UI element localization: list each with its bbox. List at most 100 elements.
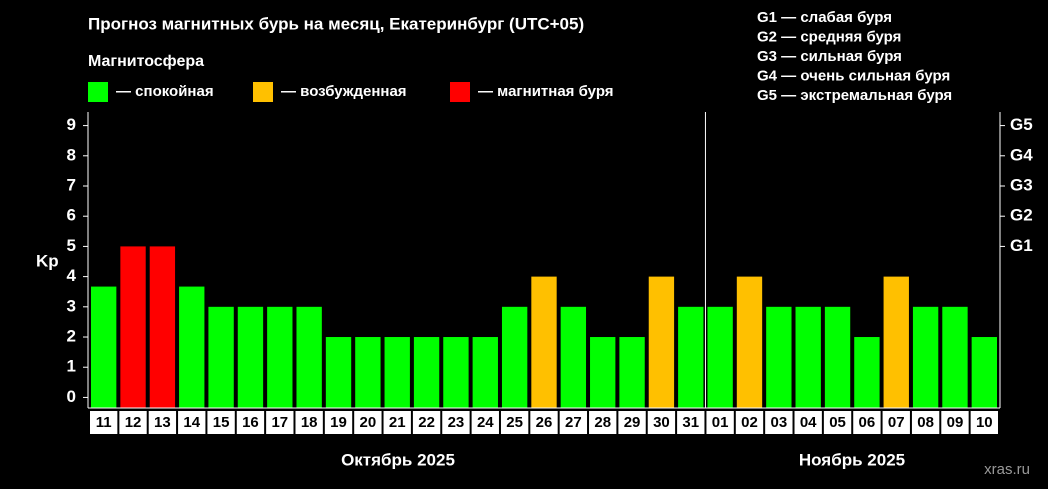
legend-title: Магнитосфера (88, 53, 204, 70)
y-tick-label: 8 (67, 145, 76, 164)
bar (883, 276, 909, 408)
x-tick-label: 24 (477, 414, 494, 431)
x-tick-box (589, 411, 617, 434)
x-tick-label: 14 (183, 414, 200, 431)
x-tick-label: 25 (506, 414, 523, 431)
legend-swatch (88, 82, 108, 102)
storm-scale-text: G3 — сильная буря (757, 48, 902, 65)
bar (472, 337, 498, 408)
bar (648, 276, 675, 408)
bar (766, 306, 792, 408)
bar (854, 337, 880, 408)
bar (560, 306, 587, 408)
legend-label: — спокойная (116, 83, 214, 100)
x-tick-box (823, 411, 852, 434)
bar (678, 306, 704, 408)
y2-tick-label: G3 (1010, 175, 1033, 194)
bar (267, 306, 293, 408)
y-tick-label: 4 (67, 266, 77, 285)
bar (325, 337, 352, 408)
bar (237, 306, 264, 408)
x-tick-label: 13 (154, 414, 171, 431)
y-tick-label: 6 (67, 206, 76, 225)
x-tick-label: 29 (624, 414, 641, 431)
month-label: Ноябрь 2025 (799, 450, 905, 469)
x-tick-label: 11 (96, 414, 112, 431)
bar (736, 276, 763, 408)
bar (91, 286, 117, 408)
x-tick-box (383, 411, 411, 434)
x-tick-box (559, 411, 588, 434)
x-tick-label: 07 (888, 414, 905, 431)
x-tick-label: 03 (770, 414, 787, 431)
storm-scale-text: G2 — средняя буря (757, 28, 901, 45)
x-tick-label: 08 (917, 414, 934, 431)
x-tick-label: 17 (271, 414, 288, 431)
x-tick-box (677, 411, 705, 434)
x-tick-box (530, 411, 558, 434)
bar (120, 246, 146, 408)
month-label: Октябрь 2025 (341, 450, 455, 469)
x-tick-label: 15 (213, 414, 230, 431)
x-tick-label: 27 (565, 414, 582, 431)
storm-scale-text: G1 — слабая буря (757, 9, 892, 26)
x-tick-box (266, 411, 294, 434)
y-tick-label: 0 (67, 387, 76, 406)
y-tick-label: 5 (67, 236, 76, 255)
x-tick-label: 22 (418, 414, 435, 431)
bar (208, 306, 234, 408)
x-tick-label: 10 (976, 414, 993, 431)
x-tick-label: 30 (653, 414, 670, 431)
x-tick-box (442, 411, 470, 434)
storm-scale-text: G4 — очень сильная буря (757, 67, 950, 84)
x-tick-box (853, 411, 881, 434)
x-tick-box (119, 411, 147, 434)
bar (501, 306, 528, 408)
x-tick-label: 12 (125, 414, 142, 431)
bar (824, 306, 851, 408)
x-tick-box (500, 411, 529, 434)
y2-tick-label: G5 (1010, 115, 1033, 134)
y2-tick-label: G2 (1010, 206, 1033, 225)
x-tick-label: 05 (829, 414, 846, 431)
legend-label: — возбужденная (281, 83, 407, 100)
x-tick-box (412, 411, 441, 434)
watermark: xras.ru (984, 461, 1030, 478)
bar (590, 337, 616, 408)
bar (531, 276, 557, 408)
storm-scale-text: G5 — экстремальная буря (757, 87, 952, 104)
x-tick-box (970, 411, 998, 434)
bar (413, 337, 440, 408)
x-tick-label: 04 (800, 414, 817, 431)
x-tick-label: 26 (536, 414, 553, 431)
bar (971, 337, 997, 408)
x-tick-label: 18 (301, 414, 318, 431)
bar (296, 306, 322, 408)
y-tick-label: 2 (67, 327, 76, 346)
legend-swatch (253, 82, 273, 102)
legend-swatch (450, 82, 470, 102)
x-tick-box (794, 411, 822, 434)
x-tick-box (90, 411, 118, 434)
bar (355, 337, 381, 408)
bar (384, 337, 410, 408)
x-tick-box (647, 411, 676, 434)
x-tick-label: 23 (448, 414, 465, 431)
x-tick-label: 02 (741, 414, 758, 431)
y2-tick-label: G4 (1010, 145, 1033, 164)
x-tick-label: 31 (682, 414, 699, 431)
x-tick-label: 01 (712, 414, 729, 431)
bar (912, 306, 939, 408)
bar (149, 246, 176, 408)
bar (443, 337, 469, 408)
y-tick-label: 7 (67, 175, 76, 194)
x-tick-box (706, 411, 734, 434)
legend-label: — магнитная буря (478, 83, 614, 100)
x-tick-label: 19 (330, 414, 347, 431)
x-tick-label: 06 (859, 414, 876, 431)
x-tick-box (618, 411, 646, 434)
x-tick-box (236, 411, 265, 434)
x-tick-box (471, 411, 499, 434)
y2-tick-label: G1 (1010, 236, 1033, 255)
